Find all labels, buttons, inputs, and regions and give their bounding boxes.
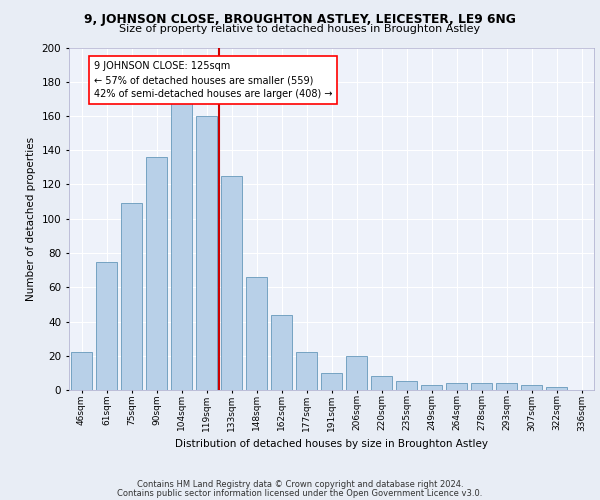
Bar	[471, 383, 492, 390]
Bar	[146, 157, 167, 390]
Bar	[421, 385, 442, 390]
Bar	[446, 383, 467, 390]
Bar	[371, 376, 392, 390]
Bar	[521, 385, 542, 390]
X-axis label: Distribution of detached houses by size in Broughton Astley: Distribution of detached houses by size …	[175, 439, 488, 449]
Bar	[246, 277, 267, 390]
Bar	[496, 383, 517, 390]
Bar	[96, 262, 117, 390]
Bar	[321, 373, 342, 390]
Bar	[171, 99, 192, 390]
Y-axis label: Number of detached properties: Number of detached properties	[26, 136, 36, 301]
Text: 9 JOHNSON CLOSE: 125sqm
← 57% of detached houses are smaller (559)
42% of semi-d: 9 JOHNSON CLOSE: 125sqm ← 57% of detache…	[94, 61, 332, 99]
Text: 9, JOHNSON CLOSE, BROUGHTON ASTLEY, LEICESTER, LE9 6NG: 9, JOHNSON CLOSE, BROUGHTON ASTLEY, LEIC…	[84, 12, 516, 26]
Bar	[546, 386, 567, 390]
Bar	[121, 204, 142, 390]
Text: Contains public sector information licensed under the Open Government Licence v3: Contains public sector information licen…	[118, 488, 482, 498]
Bar	[221, 176, 242, 390]
Bar	[396, 382, 417, 390]
Bar	[346, 356, 367, 390]
Bar	[296, 352, 317, 390]
Bar	[71, 352, 92, 390]
Text: Contains HM Land Registry data © Crown copyright and database right 2024.: Contains HM Land Registry data © Crown c…	[137, 480, 463, 489]
Text: Size of property relative to detached houses in Broughton Astley: Size of property relative to detached ho…	[119, 24, 481, 34]
Bar	[196, 116, 217, 390]
Bar	[271, 314, 292, 390]
